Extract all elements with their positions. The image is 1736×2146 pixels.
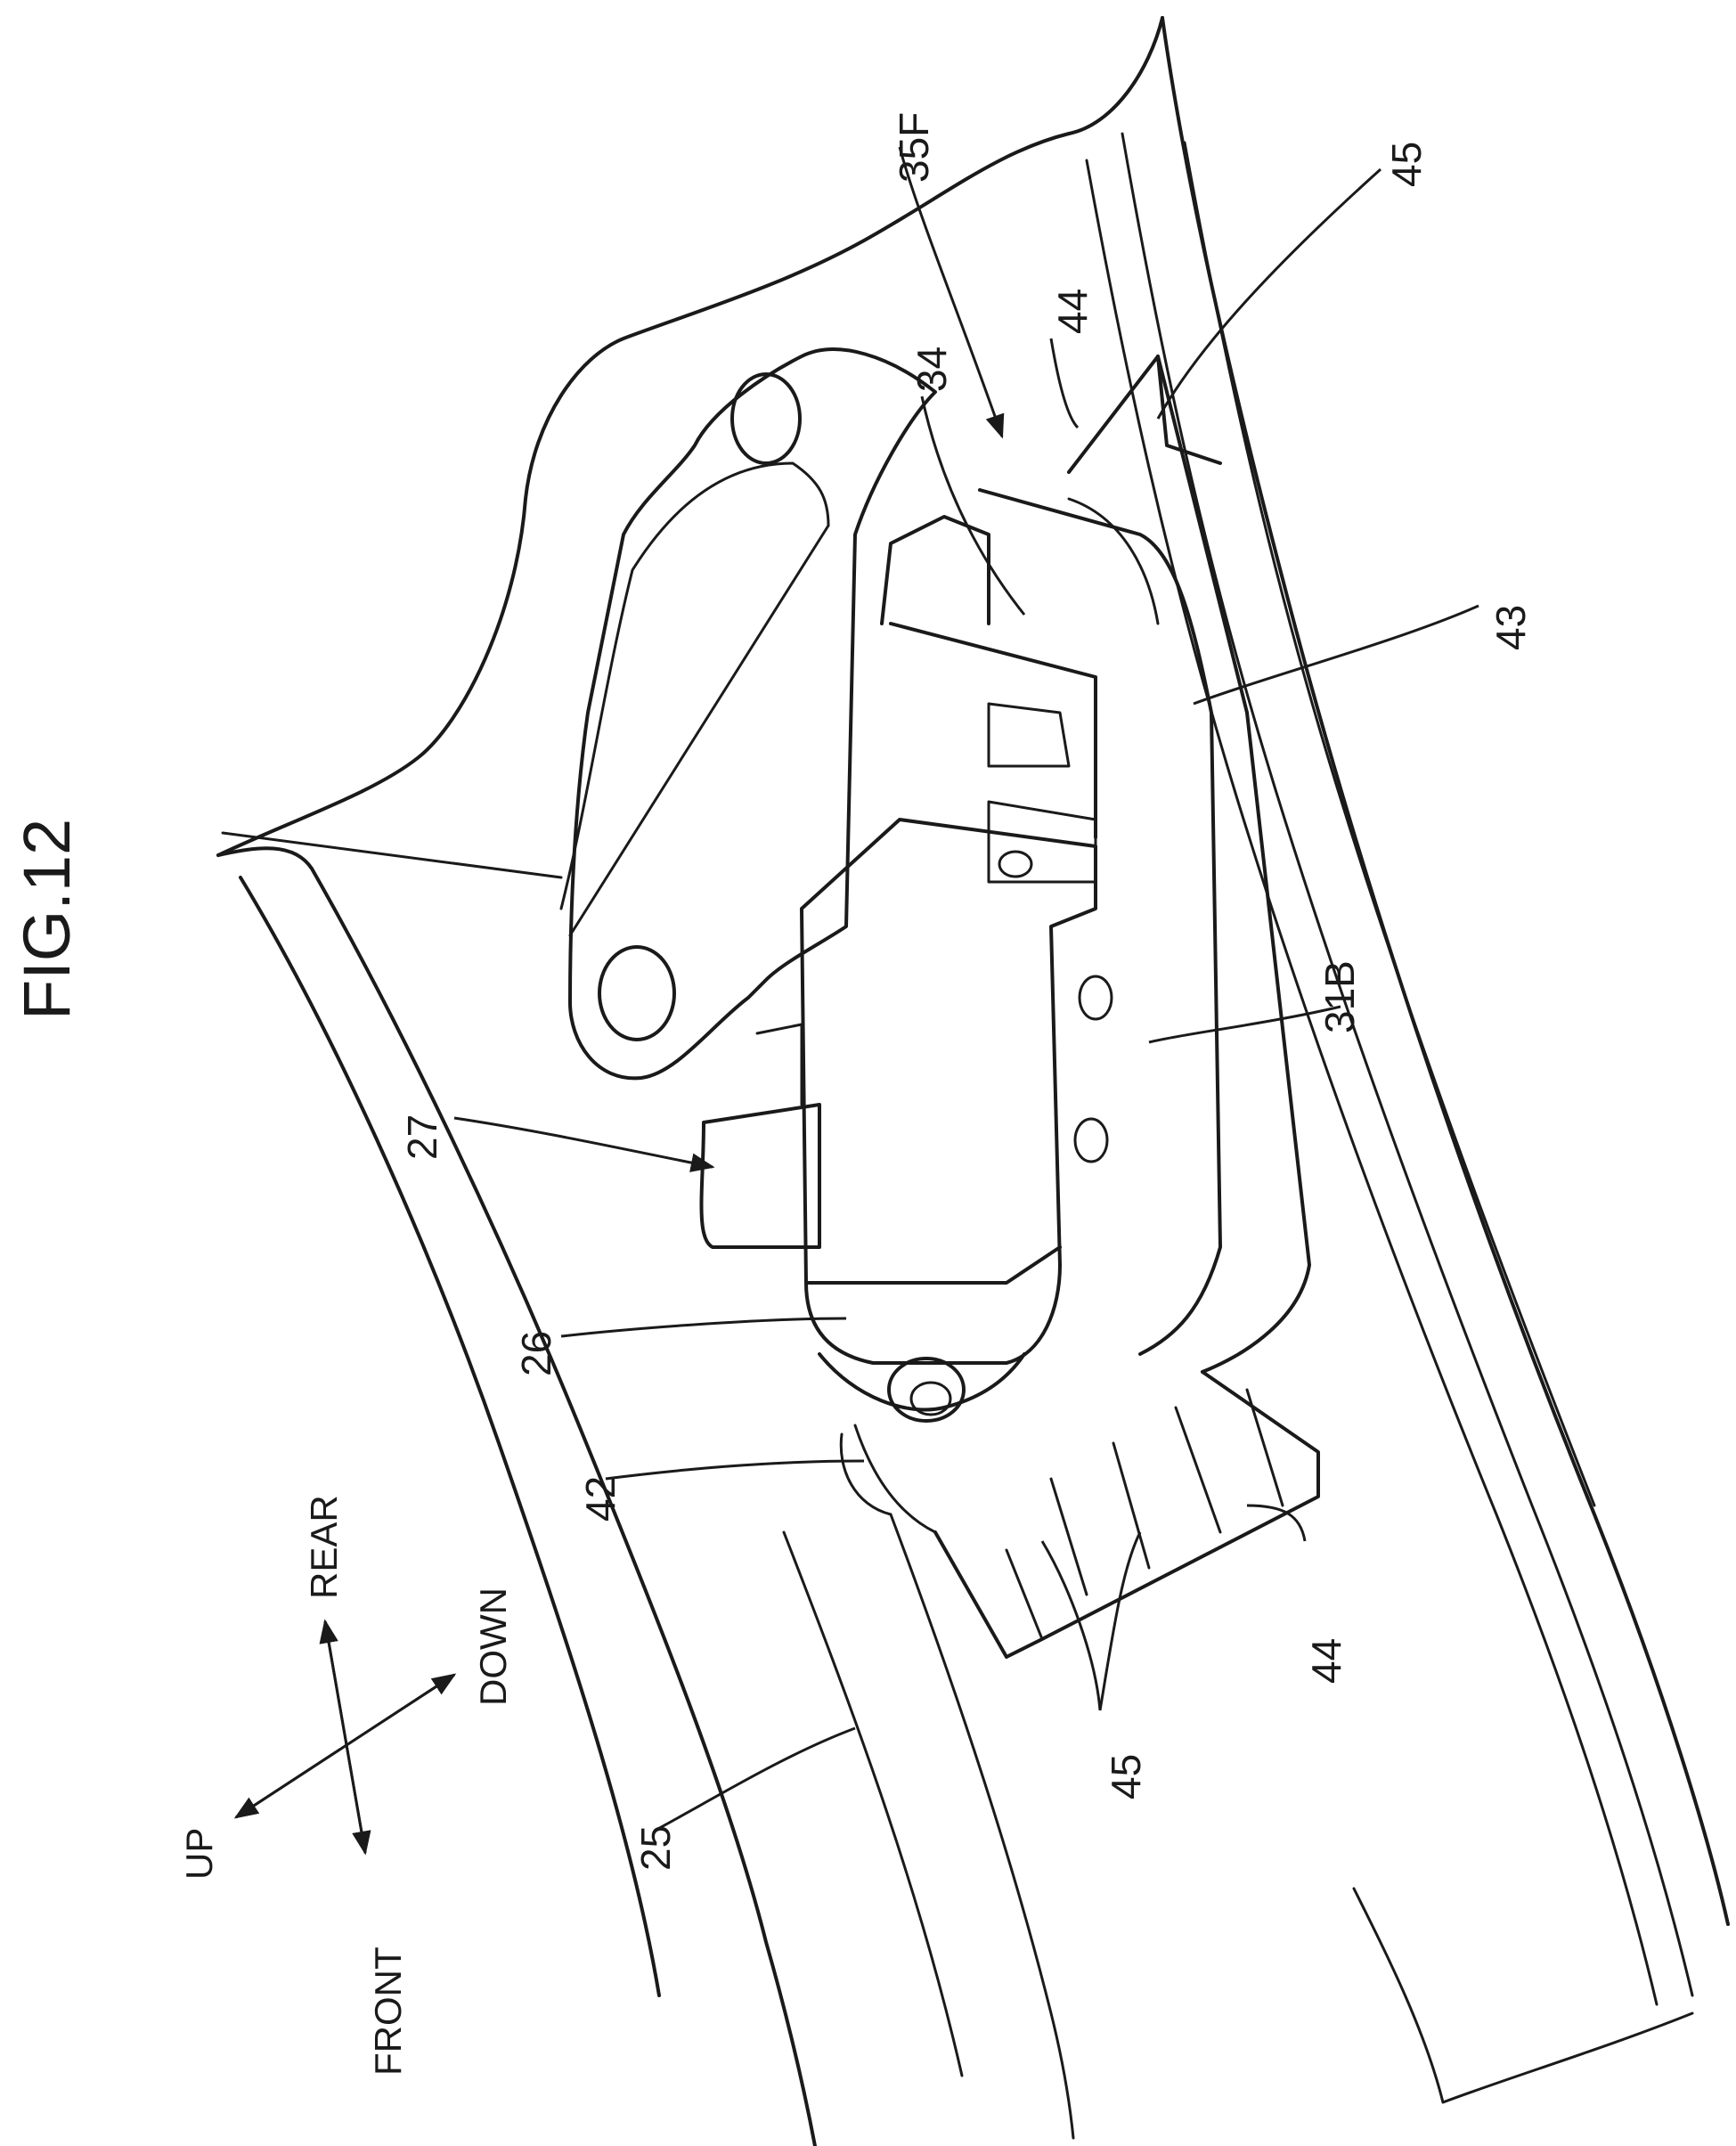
label-35F: 35F [891,112,937,183]
connector-27 [702,1024,820,1247]
direction-rear: REAR [303,1495,345,1599]
label-42: 42 [577,1476,623,1522]
label-44-top: 44 [1049,289,1096,334]
label-25: 25 [632,1825,679,1871]
direction-up: UP [178,1828,220,1880]
label-43: 43 [1487,605,1534,650]
figure-title: FIG.12 [10,819,84,1020]
direction-down: DOWN [472,1587,514,1706]
direction-indicator: REAR FRONT UP DOWN [178,1495,514,2076]
sensor-unit-26 [802,517,1096,1421]
label-31B: 31B [1316,960,1363,1033]
label-26: 26 [513,1331,559,1376]
label-34: 34 [909,347,955,392]
label-44-bottom: 44 [1303,1638,1349,1684]
base-member-31B [980,490,1220,1354]
label-45-bottom: 45 [1103,1754,1149,1799]
bracket-panel-25 [218,18,1728,2146]
direction-front: FRONT [367,1946,409,2076]
label-45-top: 45 [1383,142,1430,187]
label-27: 27 [399,1114,445,1160]
mounting-plate [223,349,935,1078]
